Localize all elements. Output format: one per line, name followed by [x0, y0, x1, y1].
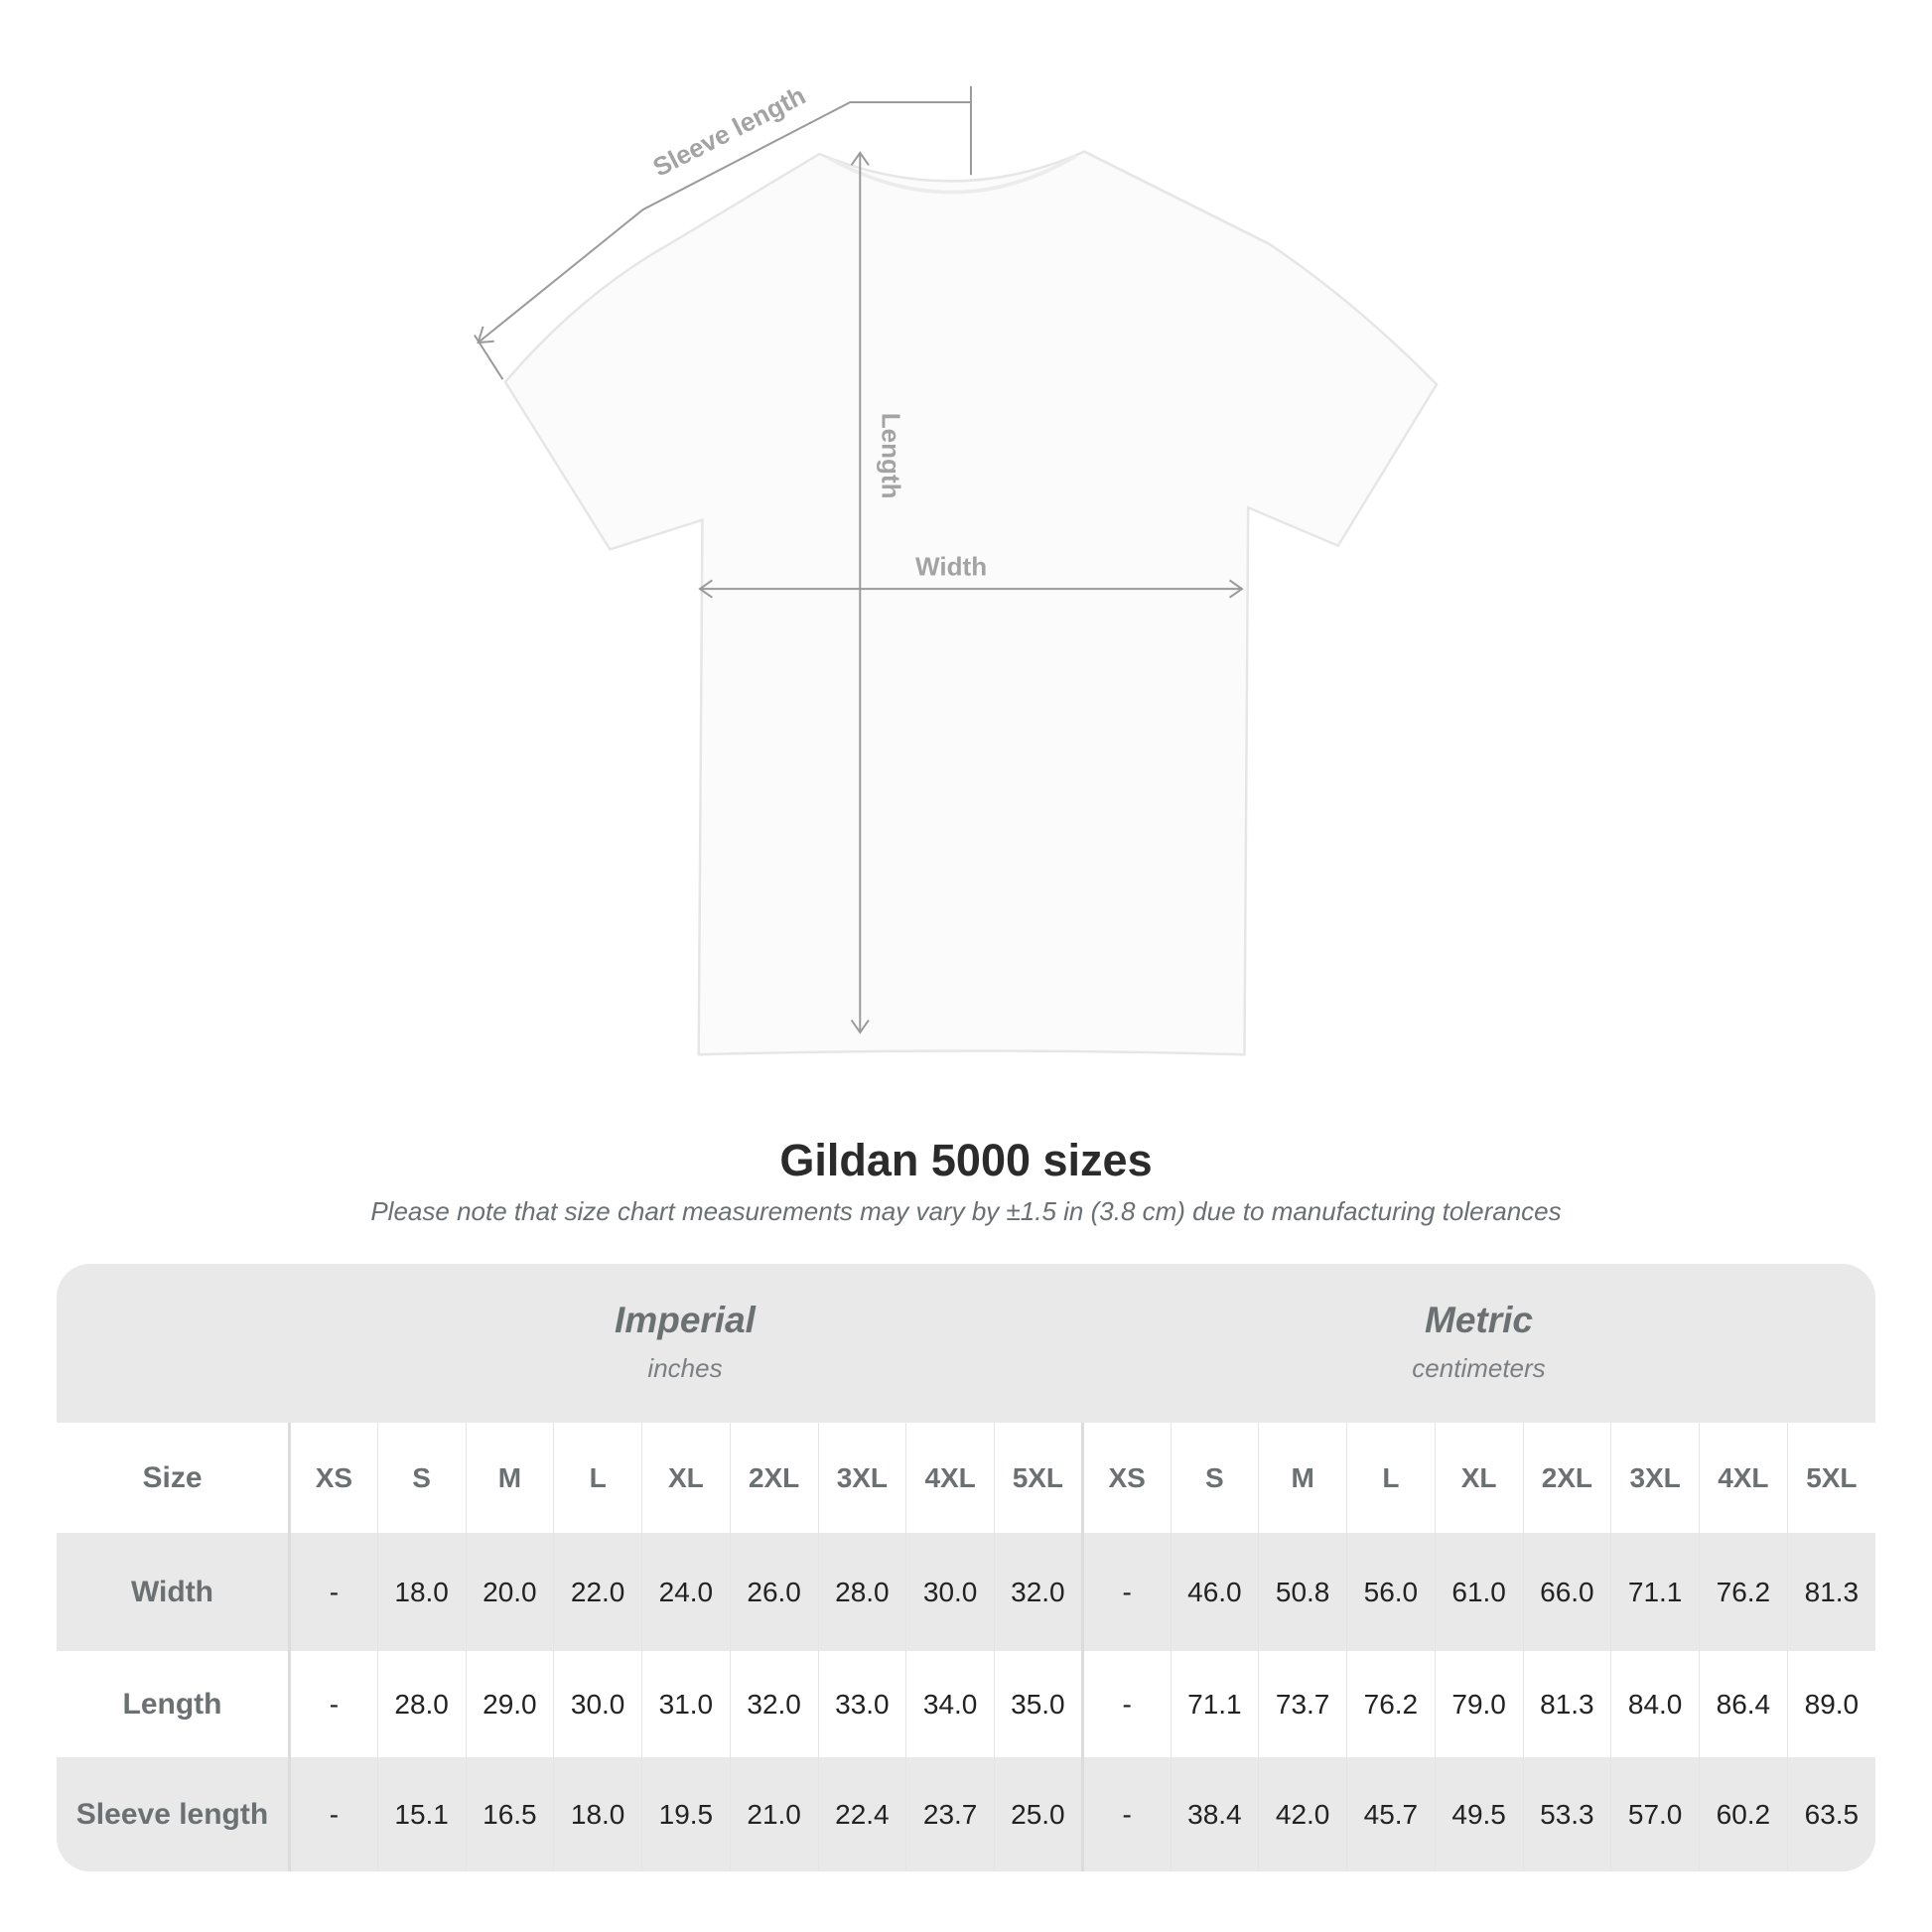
imperial-value-cell: 30.0: [553, 1651, 642, 1757]
metric-value-cell: 71.1: [1170, 1651, 1259, 1757]
metric-size-header: L: [1346, 1423, 1436, 1533]
tshirt-diagram: Sleeve length Length Width: [474, 80, 1439, 1056]
imperial-value-cell: 21.0: [729, 1757, 818, 1871]
imperial-size-header: 5XL: [994, 1423, 1083, 1533]
imperial-value-cell: 32.0: [729, 1651, 818, 1757]
metric-value-cell: -: [1080, 1651, 1171, 1757]
metric-value-cell: 86.4: [1699, 1651, 1788, 1757]
imperial-value-cell: 31.0: [641, 1651, 731, 1757]
imperial-size-header: L: [553, 1423, 642, 1533]
sleeve-length-label: Sleeve length: [648, 80, 810, 183]
width-label: Width: [915, 552, 987, 582]
metric-unit: centimeters: [1412, 1353, 1546, 1383]
imperial-value-cell: 22.0: [553, 1533, 642, 1651]
metric-size-header: 5XL: [1786, 1423, 1875, 1533]
imperial-value-cell: 23.7: [905, 1757, 995, 1871]
size-grid: Size XS S M L XL 2XL 3XL 4XL 5XL XS S M L XL 2XL 3XL 4XL 5…: [57, 1423, 1875, 1871]
imperial-value-cell: 26.0: [729, 1533, 818, 1651]
row-label: Size: [57, 1423, 291, 1533]
row-label: Length: [57, 1651, 291, 1757]
imperial-value-cell: 34.0: [905, 1651, 995, 1757]
page-title: Gildan 5000 sizes: [779, 1135, 1153, 1185]
metric-value-cell: -: [1080, 1757, 1171, 1871]
metric-value-cell: -: [1080, 1533, 1171, 1651]
metric-size-header: XL: [1434, 1423, 1523, 1533]
imperial-value-cell: 33.0: [817, 1651, 906, 1757]
metric-size-header: XS: [1080, 1423, 1171, 1533]
imperial-value-cell: 22.4: [817, 1757, 906, 1871]
imperial-header: Imperial inches: [288, 1264, 1082, 1423]
metric-value-cell: 89.0: [1786, 1651, 1875, 1757]
table-row: Length -28.0 29.0 30.0 31.0 32.0 33.0 34.0 35.0-…: [57, 1651, 1875, 1757]
metric-value-cell: 63.5: [1786, 1757, 1875, 1871]
table-row: Sleeve length -15.1 16.5 18.0 19.5 21.0 22.4 23…: [57, 1757, 1875, 1871]
metric-value-cell: 73.7: [1258, 1651, 1347, 1757]
table-row: Width -18.0 20.0 22.0 24.0 26.0 28.0 30.0 32.0-4…: [57, 1533, 1875, 1651]
imperial-value-cell: 16.5: [465, 1757, 554, 1871]
imperial-value-cell: 25.0: [994, 1757, 1083, 1871]
imperial-value-cell: 28.0: [817, 1533, 906, 1651]
imperial-value-cell: 35.0: [994, 1651, 1083, 1757]
size-table: Imperial inches Metric centimeters Size X…: [57, 1264, 1875, 1871]
row-label: Width: [57, 1533, 291, 1651]
metric-value-cell: 56.0: [1346, 1533, 1436, 1651]
imperial-size-header: XL: [641, 1423, 731, 1533]
metric-value-cell: 81.3: [1522, 1651, 1611, 1757]
imperial-value-cell: 18.0: [376, 1533, 466, 1651]
metric-size-header: M: [1258, 1423, 1347, 1533]
metric-size-header: 2XL: [1522, 1423, 1611, 1533]
metric-value-cell: 81.3: [1786, 1533, 1875, 1651]
metric-value-cell: 50.8: [1258, 1533, 1347, 1651]
metric-title: Metric: [1425, 1300, 1533, 1340]
metric-value-cell: 60.2: [1699, 1757, 1788, 1871]
metric-value-cell: 38.4: [1170, 1757, 1259, 1871]
metric-value-cell: 57.0: [1610, 1757, 1700, 1871]
imperial-size-header: 2XL: [729, 1423, 818, 1533]
tolerance-note: Please note that size chart measurements…: [370, 1196, 1562, 1226]
imperial-size-header: 4XL: [905, 1423, 995, 1533]
metric-value-cell: 42.0: [1258, 1757, 1347, 1871]
metric-size-header: 4XL: [1699, 1423, 1788, 1533]
imperial-value-cell: 19.5: [641, 1757, 731, 1871]
imperial-value-cell: 28.0: [376, 1651, 466, 1757]
imperial-value-cell: -: [289, 1533, 378, 1651]
table-row-sizes: Size XS S M L XL 2XL 3XL 4XL 5XL XS S M L XL 2XL 3XL 4XL 5…: [57, 1423, 1875, 1533]
imperial-value-cell: -: [289, 1651, 378, 1757]
tshirt-shape: [503, 150, 1439, 1056]
metric-value-cell: 71.1: [1610, 1533, 1700, 1651]
imperial-value-cell: 18.0: [553, 1757, 642, 1871]
imperial-value-cell: 30.0: [905, 1533, 995, 1651]
imperial-value-cell: -: [289, 1757, 378, 1871]
imperial-size-header: M: [465, 1423, 554, 1533]
imperial-unit: inches: [647, 1353, 723, 1383]
imperial-size-header: XS: [289, 1423, 378, 1533]
metric-value-cell: 53.3: [1522, 1757, 1611, 1871]
metric-value-cell: 49.5: [1434, 1757, 1523, 1871]
row-label: Sleeve length: [57, 1757, 291, 1871]
metric-value-cell: 79.0: [1434, 1651, 1523, 1757]
imperial-value-cell: 15.1: [376, 1757, 466, 1871]
imperial-size-header: S: [376, 1423, 466, 1533]
metric-value-cell: 84.0: [1610, 1651, 1700, 1757]
metric-value-cell: 46.0: [1170, 1533, 1259, 1651]
metric-value-cell: 61.0: [1434, 1533, 1523, 1651]
imperial-value-cell: 32.0: [994, 1533, 1083, 1651]
metric-value-cell: 76.2: [1699, 1533, 1788, 1651]
sleeve-length-arrow: [477, 101, 971, 344]
imperial-title: Imperial: [615, 1300, 756, 1340]
metric-value-cell: 45.7: [1346, 1757, 1436, 1871]
imperial-value-cell: 20.0: [465, 1533, 554, 1651]
metric-header: Metric centimeters: [1082, 1264, 1875, 1423]
metric-value-cell: 76.2: [1346, 1651, 1436, 1757]
imperial-value-cell: 29.0: [465, 1651, 554, 1757]
imperial-size-header: 3XL: [817, 1423, 906, 1533]
metric-value-cell: 66.0: [1522, 1533, 1611, 1651]
imperial-value-cell: 24.0: [641, 1533, 731, 1651]
length-label: Length: [877, 413, 906, 499]
metric-size-header: 3XL: [1610, 1423, 1700, 1533]
metric-size-header: S: [1170, 1423, 1259, 1533]
